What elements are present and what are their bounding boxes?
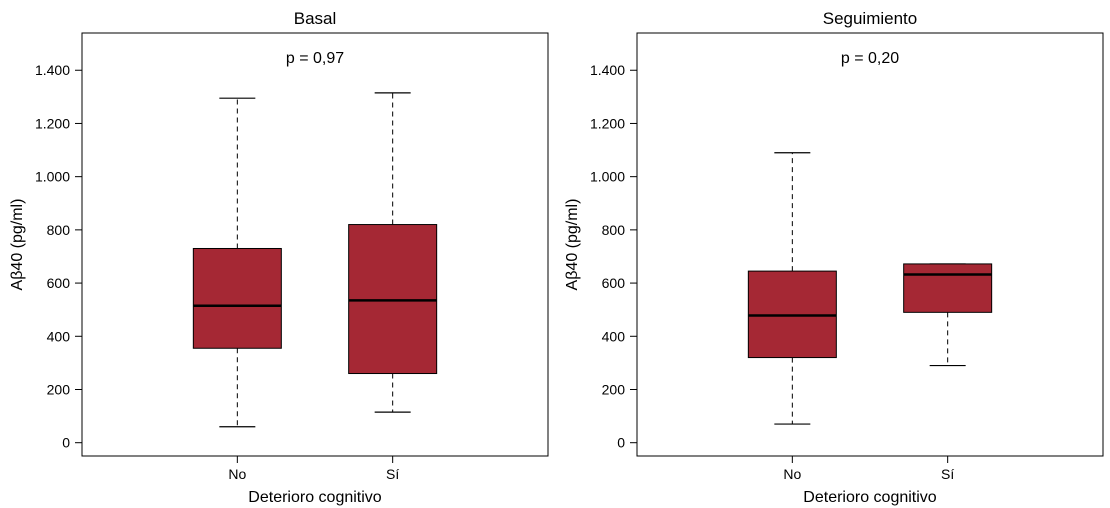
p-value-annotation: p = 0,97 [286, 50, 344, 67]
y-tick-label: 400 [602, 328, 626, 344]
iqr-box [348, 224, 438, 375]
box-No [192, 97, 282, 428]
boxplot-seguimiento: Seguimiento p = 0,20 0 200 400 600 800 1.000 1.2… [564, 9, 1104, 506]
y-tick-label: 1.400 [35, 62, 70, 78]
x-axis-label: Deterioro cognitivo [803, 489, 937, 506]
x-tick-label: Sí [941, 466, 954, 482]
iqr-box [903, 263, 993, 313]
x-tick-label: No [783, 466, 801, 482]
x-tick-label: No [228, 466, 246, 482]
y-tick-label: 0 [617, 435, 625, 451]
box-No [747, 152, 837, 425]
y-tick-label: 1.000 [35, 169, 70, 185]
chart-title: Seguimiento [823, 9, 918, 28]
y-tick-label: 0 [62, 435, 70, 451]
chart-panel-basal: Basal p = 0,97 0 200 400 600 800 1.000 1.200 1.40… [9, 9, 549, 506]
y-tick-label: 800 [47, 222, 71, 238]
y-axis-label: Aβ40 (pg/ml) [9, 199, 26, 291]
boxplot-basal: Basal p = 0,97 0 200 400 600 800 1.000 1.200 1.40… [9, 9, 549, 506]
y-tick-label: 400 [47, 328, 71, 344]
x-tick-label: Sí [386, 466, 399, 482]
y-tick-label: 1.000 [590, 169, 625, 185]
y-tick-label: 1.400 [590, 62, 625, 78]
y-tick-label: 600 [47, 275, 71, 291]
y-axis-label: Aβ40 (pg/ml) [564, 199, 581, 291]
box-Sí [903, 263, 993, 367]
y-tick-label: 600 [602, 275, 626, 291]
chart-title: Basal [294, 9, 337, 28]
p-value-annotation: p = 0,20 [841, 50, 899, 67]
chart-panel-seguimiento: Seguimiento p = 0,20 0 200 400 600 800 1.000 1.2… [555, 0, 1110, 508]
y-tick-label: 800 [602, 222, 626, 238]
y-tick-label: 200 [602, 381, 626, 397]
x-axis-label: Deterioro cognitivo [248, 489, 382, 506]
y-tick-label: 200 [47, 381, 71, 397]
plot-frame [636, 32, 1104, 457]
iqr-box [192, 247, 282, 349]
y-tick-label: 1.200 [35, 115, 70, 131]
y-tick-label: 1.200 [590, 115, 625, 131]
plot-frame [81, 32, 549, 457]
box-Sí [348, 92, 438, 413]
